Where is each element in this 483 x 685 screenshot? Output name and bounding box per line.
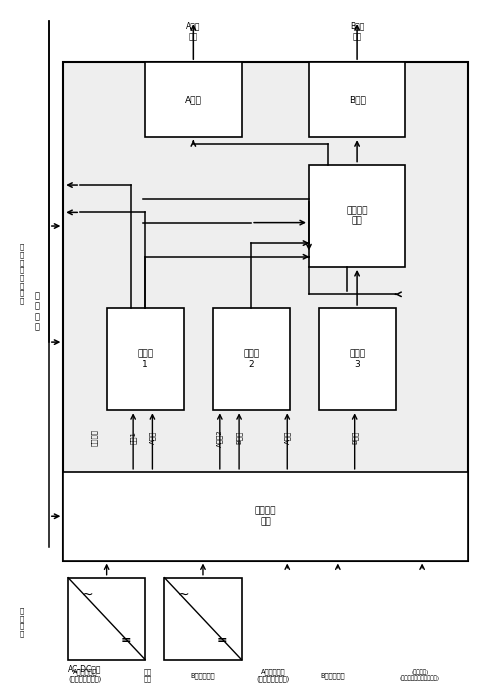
Text: 调节器
1: 调节器 1 bbox=[137, 349, 153, 369]
Bar bbox=[213, 308, 290, 410]
Text: B控制
输出: B控制 输出 bbox=[350, 22, 364, 41]
Text: A交流互感器
(两个交流互感器): A交流互感器 (两个交流互感器) bbox=[69, 669, 101, 682]
Bar bbox=[63, 472, 468, 560]
Text: 整
控
软
件: 整 控 软 件 bbox=[34, 291, 39, 332]
Bar bbox=[319, 308, 396, 410]
Text: 调节器
3: 调节器 3 bbox=[349, 349, 365, 369]
Text: B反馈: B反馈 bbox=[351, 431, 358, 445]
Text: ~: ~ bbox=[178, 588, 189, 601]
Text: 给定1: 给定1 bbox=[130, 431, 136, 444]
Text: 机
组
给
定: 机 组 给 定 bbox=[19, 608, 24, 637]
Text: =: = bbox=[217, 634, 227, 647]
Text: B交流互感器: B交流互感器 bbox=[191, 672, 215, 679]
Text: 整
流
输
出
电
流
给
定: 整 流 输 出 电 流 给 定 bbox=[19, 244, 24, 303]
Text: A控制
输出: A控制 输出 bbox=[186, 22, 200, 41]
Bar bbox=[309, 164, 405, 267]
Text: 调节器
2: 调节器 2 bbox=[243, 349, 259, 369]
Text: A反馈: A反馈 bbox=[149, 431, 156, 445]
Text: B驱动: B驱动 bbox=[349, 95, 366, 104]
Text: ~: ~ bbox=[82, 588, 93, 601]
Bar bbox=[63, 62, 468, 560]
Text: =: = bbox=[121, 634, 131, 647]
Text: A给定2: A给定2 bbox=[216, 429, 223, 447]
Bar bbox=[164, 577, 242, 660]
Bar bbox=[107, 308, 184, 410]
Text: (机组电压)
(使用两侧互感器前的信号): (机组电压) (使用两侧互感器前的信号) bbox=[400, 669, 440, 682]
Text: AC-DC变换: AC-DC变换 bbox=[68, 664, 102, 673]
Text: B直流传感器: B直流传感器 bbox=[321, 672, 345, 679]
Text: 数据采集
模块: 数据采集 模块 bbox=[255, 506, 276, 526]
Text: A驱动: A驱动 bbox=[185, 95, 202, 104]
Text: 输出控制
选择: 输出控制 选择 bbox=[346, 206, 368, 225]
Text: 信号
同步: 信号 同步 bbox=[143, 669, 152, 682]
Text: A反馈: A反馈 bbox=[284, 431, 291, 445]
Text: 状态检测: 状态检测 bbox=[91, 429, 98, 446]
Text: B反馈: B反馈 bbox=[236, 431, 242, 445]
Text: A直流传感器
(机组直流传感器): A直流传感器 (机组直流传感器) bbox=[256, 669, 289, 682]
Bar bbox=[68, 577, 145, 660]
Bar bbox=[309, 62, 405, 137]
Bar bbox=[145, 62, 242, 137]
